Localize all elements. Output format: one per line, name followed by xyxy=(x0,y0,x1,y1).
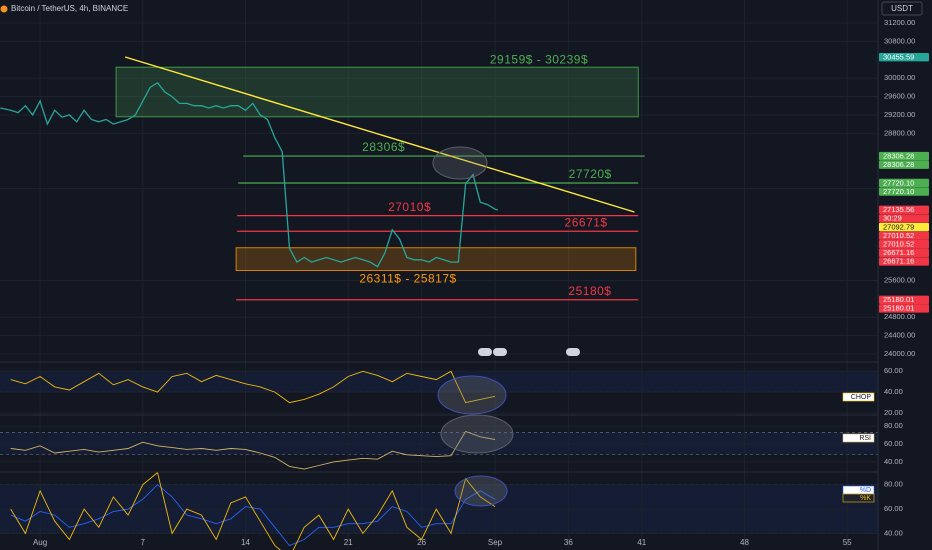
price-zone xyxy=(235,247,637,271)
y-tick-label: 80.00 xyxy=(884,480,903,489)
price-tag-label: 25180.01 xyxy=(883,304,914,313)
price-tag xyxy=(879,205,929,215)
price-tag-label: 28306.28 xyxy=(883,160,914,169)
price-tag xyxy=(879,222,929,232)
price-tag xyxy=(879,151,929,161)
y-tick-label: 60.00 xyxy=(884,366,903,375)
legend-label: %D xyxy=(860,487,871,494)
event-icons[interactable] xyxy=(478,348,580,356)
price-zone xyxy=(115,66,639,118)
countdown-label: 30:29 xyxy=(883,214,902,223)
level-label: 27720$ xyxy=(569,167,612,181)
price-tag-label: 30455.59 xyxy=(883,52,914,61)
price-tag xyxy=(879,257,929,266)
legend-box xyxy=(842,392,875,402)
y-tick-label: 30800.00 xyxy=(884,36,915,45)
x-tick-label: 21 xyxy=(344,538,353,547)
currency[interactable]: USDT xyxy=(891,4,913,13)
price-tag xyxy=(879,304,929,313)
legend-label: CHOP xyxy=(851,394,872,401)
plots: 29159$ - 30239$ 26311$ - 25817$ 28306$ 2772… xyxy=(0,52,875,550)
countdown-tag xyxy=(879,214,929,223)
y-tick-label: 28800.00 xyxy=(884,128,915,137)
price-tag-label: 27135.56 xyxy=(883,205,914,214)
y-tick-label: 24400.00 xyxy=(884,331,915,340)
legend-box xyxy=(842,433,875,443)
y-tick-label: 80.00 xyxy=(884,421,903,430)
y-tick-label: 29200.00 xyxy=(884,110,915,119)
price-tag-label: 28306.28 xyxy=(883,151,914,160)
chart-title: Bitcoin / TetherUS, 4h, BINANCE xyxy=(11,4,128,13)
y-tick-label: 60.00 xyxy=(884,439,903,448)
y-tick-label: 30000.00 xyxy=(884,73,915,82)
y-tick-label: 60.00 xyxy=(884,504,903,513)
price-tag-label: 27010.52 xyxy=(883,240,914,249)
price-tag-label: 27010.52 xyxy=(883,231,914,240)
price-tag-label: 27092.79 xyxy=(883,222,914,231)
indicator-line xyxy=(10,484,496,547)
y-tick-label: 24000.00 xyxy=(884,349,915,358)
price-tag xyxy=(879,295,929,304)
level-label: 27010$ xyxy=(388,200,431,214)
price-tag-label: 26671.16 xyxy=(883,257,914,266)
indicator-line xyxy=(10,471,496,550)
x-tick-label: Sep xyxy=(488,538,503,547)
indicator-line xyxy=(10,370,496,404)
highlight-ellipse xyxy=(432,146,488,180)
y-tick-label: 24800.00 xyxy=(884,312,915,321)
event-flag[interactable] xyxy=(478,348,492,356)
price-tag xyxy=(879,248,929,258)
y-tick-label: 20.00 xyxy=(884,408,903,417)
symbol-icon xyxy=(0,5,8,13)
legend-label: RSI xyxy=(859,435,871,442)
highlight-ellipse xyxy=(440,414,514,454)
event-flag[interactable] xyxy=(493,348,507,356)
zone-label: 29159$ - 30239$ xyxy=(490,52,588,66)
x-tick-label: 7 xyxy=(141,538,146,547)
price-line xyxy=(0,81,499,268)
level-label: 25180$ xyxy=(568,284,611,298)
price-tag-label: 27720.10 xyxy=(883,187,914,196)
price-tag xyxy=(879,187,929,196)
price-tag-label: 27720.10 xyxy=(883,178,914,187)
x-tick-label: 55 xyxy=(843,538,852,547)
y-tick-label: 25600.00 xyxy=(884,275,915,284)
x-tick-label: 48 xyxy=(740,538,749,547)
indicator-line xyxy=(10,430,496,470)
price-tag xyxy=(879,240,929,249)
highlight-ellipse xyxy=(454,475,508,507)
x-tick-label: 26 xyxy=(417,538,426,547)
level-label: 28306$ xyxy=(362,140,405,154)
y-tick-label: 40.00 xyxy=(884,387,903,396)
legend-box xyxy=(842,493,875,503)
highlight-ellipse xyxy=(437,375,507,415)
currency-button[interactable] xyxy=(881,1,923,16)
price-tag-label: 25180.01 xyxy=(883,295,914,304)
level-label: 26671$ xyxy=(565,215,608,229)
legend-label: %K xyxy=(860,495,871,502)
price-tag-label: 26671.16 xyxy=(883,248,914,257)
y-tick-label: 31200.00 xyxy=(884,18,915,27)
price-tag xyxy=(879,53,929,62)
y-tick-label: 40.00 xyxy=(884,528,903,537)
trendline xyxy=(124,56,635,213)
x-tick-label: Aug xyxy=(33,538,47,547)
y-tick-label: 29600.00 xyxy=(884,92,915,101)
price-tag xyxy=(879,178,929,188)
zone-label: 26311$ - 25817$ xyxy=(359,272,456,286)
x-tick-label: 41 xyxy=(637,538,646,547)
event-flag[interactable] xyxy=(566,348,580,356)
y-tick-label: 40.00 xyxy=(884,457,903,466)
x-tick-label: 36 xyxy=(564,538,573,547)
price-tag xyxy=(879,160,929,169)
price-tag xyxy=(879,231,929,240)
x-tick-label: 14 xyxy=(241,538,250,547)
